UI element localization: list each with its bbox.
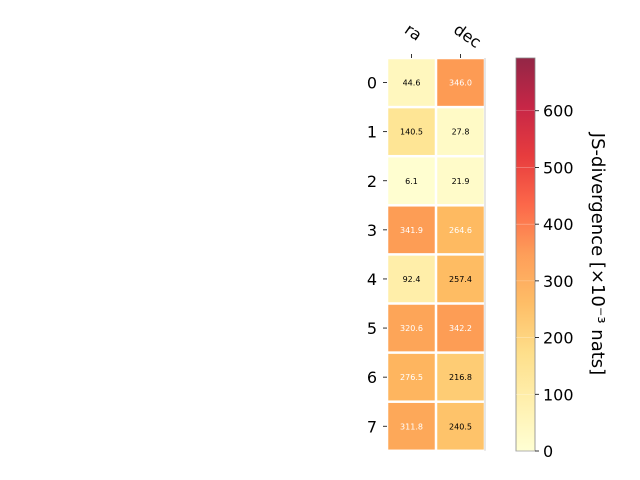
- heatmap-cell: [388, 59, 435, 106]
- cell-value-label: 6.1: [405, 177, 418, 186]
- heatmap-cell: [388, 402, 435, 450]
- cell-value-label: 311.8: [400, 422, 423, 431]
- colorbar-ticks: 0 100 200 300 400 500 600: [516, 102, 574, 461]
- row-tick-label: 5: [367, 319, 377, 338]
- row-tick-label: 3: [367, 221, 377, 240]
- row-tick-label: 1: [367, 123, 377, 142]
- heatmap-cell: [388, 206, 435, 254]
- heatmap-cell: [437, 108, 484, 155]
- column-tick-labels: ra dec: [401, 20, 485, 58]
- heatmap-cells: 44.6 346.0 140.5 27.8 6.1 21.9 341.9 264.6 92.4 2…: [388, 58, 486, 451]
- cell-value-label: 92.4: [403, 275, 421, 284]
- heatmap-cell: [437, 157, 484, 205]
- colorbar-tick-label: 0: [543, 442, 553, 461]
- cell-value-label: 346.0: [449, 79, 472, 88]
- row-tick-label: 0: [367, 74, 377, 93]
- row-tick-label: 4: [367, 270, 377, 289]
- heatmap-cell: [388, 157, 435, 205]
- colorbar-tick-label: 200: [543, 329, 574, 348]
- cell-value-label: 240.5: [449, 422, 472, 431]
- cell-value-label: 140.5: [400, 128, 423, 137]
- heatmap-cell: [388, 353, 435, 401]
- column-tick-label: dec: [450, 20, 484, 52]
- heatmap-cell: [388, 108, 435, 155]
- cell-value-label: 342.2: [449, 324, 472, 333]
- heatmap-cell: [437, 206, 484, 254]
- row-tick-labels: 0 1 2 3 4 5 6 7: [367, 74, 387, 436]
- cell-value-label: 44.6: [403, 79, 421, 88]
- row-tick-label: 2: [367, 172, 377, 191]
- cell-value-label: 216.8: [449, 373, 472, 382]
- cell-value-label: 276.5: [400, 373, 423, 382]
- heatmap-cell: [437, 353, 484, 401]
- colorbar-tick-label: 300: [543, 272, 574, 291]
- heatmap-cell: [437, 59, 484, 106]
- cell-value-label: 27.8: [452, 128, 470, 137]
- colorbar: 0 100 200 300 400 500 600 JS-divergence [×10⁻³…: [515, 57, 608, 461]
- column-tick-label: ra: [401, 20, 425, 45]
- row-tick-label: 6: [367, 368, 377, 387]
- heatmap-cell: [437, 304, 484, 352]
- colorbar-tick-label: 500: [543, 158, 574, 177]
- cell-value-label: 257.4: [449, 275, 472, 284]
- colorbar-gradient: [515, 57, 536, 452]
- cell-value-label: 320.6: [400, 324, 423, 333]
- heatmap-cell: [437, 402, 484, 450]
- cell-value-label: 264.6: [449, 226, 472, 235]
- cell-value-label: 341.9: [400, 226, 423, 235]
- colorbar-tick-label: 600: [543, 102, 574, 121]
- colorbar-tick-label: 400: [543, 215, 574, 234]
- heatmap-cell: [437, 255, 484, 303]
- heatmap-cell: [388, 255, 435, 303]
- row-tick-label: 7: [367, 417, 377, 436]
- cell-value-label: 21.9: [452, 177, 470, 186]
- heatmap-cell: [388, 304, 435, 352]
- colorbar-label: JS-divergence [×10⁻³ nats]: [587, 132, 608, 375]
- colorbar-tick-label: 100: [543, 385, 574, 404]
